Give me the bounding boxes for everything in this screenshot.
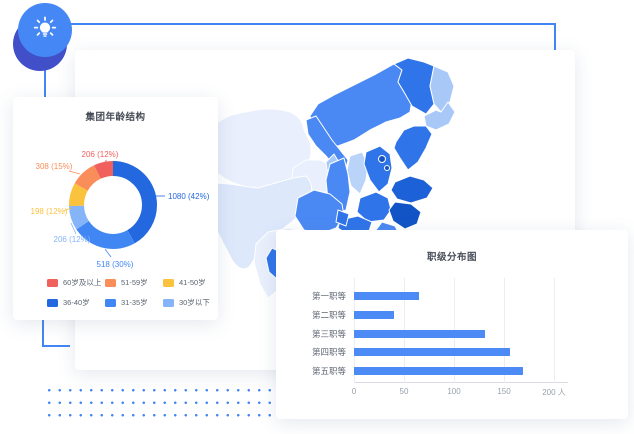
connector-line-circle-down xyxy=(44,50,46,98)
age-structure-card: 集团年龄结构 206 (12%) 308 (15%) 198 (12%) 108… xyxy=(13,97,218,320)
legend-item: 41-50岁 xyxy=(163,277,221,288)
legend-label: 36-40岁 xyxy=(63,298,90,307)
region-heilongjiang-west xyxy=(393,57,435,115)
legend-swatch xyxy=(163,278,174,287)
legend-label: 31-35岁 xyxy=(121,298,148,307)
bar-row: 第一职等 xyxy=(276,291,419,301)
bar-row: 第三职等 xyxy=(276,329,485,339)
age-donut-chart: 206 (12%) 308 (15%) 198 (12%) 1080 (42%)… xyxy=(31,150,210,269)
callout-line xyxy=(68,170,81,175)
legend-item: 36-40岁 xyxy=(47,297,105,308)
age-chart-legend: 60岁及以上 51-59岁 41-50岁 36-40岁 31-35岁 30岁以下 xyxy=(47,277,210,308)
connector-line-right-down xyxy=(554,23,556,52)
x-tick-label: 100 xyxy=(447,387,461,396)
callout-31-35: 518 (30%) xyxy=(97,260,134,269)
bar-category-label: 第三职等 xyxy=(311,329,346,339)
legend-label: 60岁及以上 xyxy=(63,278,102,287)
region-henan xyxy=(356,191,392,223)
china-map xyxy=(202,57,456,299)
connector-line-horizontal xyxy=(68,23,556,25)
callout-line xyxy=(101,159,107,167)
bar-row: 第四职等 xyxy=(276,347,510,357)
callout-41-50: 198 (12%) xyxy=(31,207,68,216)
callout-line xyxy=(104,248,112,258)
x-axis-line xyxy=(354,382,568,383)
legend-item: 30岁以下 xyxy=(163,297,221,308)
bar xyxy=(354,311,394,319)
callout-51-59: 308 (15%) xyxy=(36,162,73,171)
hero-circle xyxy=(18,3,72,57)
callout-line xyxy=(70,222,77,235)
region-shandong xyxy=(390,175,434,204)
donut-slice-2 xyxy=(69,161,157,249)
bar-category-label: 第一职等 xyxy=(311,291,346,301)
x-tick-label: 50 xyxy=(399,387,409,396)
region-jilin xyxy=(423,101,456,131)
legend-swatch xyxy=(105,298,116,307)
rank-bar-chart: 0 50 100 150 200 人 第一职等第二职等第三职等第四职等第五职等 xyxy=(276,230,628,419)
legend-item: 51-59岁 xyxy=(105,277,163,288)
legend-item: 31-35岁 xyxy=(105,297,163,308)
bar xyxy=(354,367,523,375)
bar xyxy=(354,330,485,338)
callout-36-40: 1080 (42%) xyxy=(168,192,210,201)
legend-swatch xyxy=(47,278,58,287)
legend-label: 30岁以下 xyxy=(179,298,210,307)
decor-frame-corner xyxy=(42,300,70,347)
legend-swatch xyxy=(47,298,58,307)
gridline xyxy=(504,278,505,383)
legend-label: 51-59岁 xyxy=(121,278,148,287)
region-chongqing xyxy=(335,209,350,227)
legend-swatch xyxy=(105,278,116,287)
region-tianjin xyxy=(384,165,390,171)
bar-row: 第二职等 xyxy=(276,310,394,320)
age-chart-title: 集团年龄结构 xyxy=(85,112,146,123)
donut-slice-3 xyxy=(69,161,157,249)
bar xyxy=(354,292,419,300)
x-tick-label: 0 xyxy=(351,387,357,396)
callout-60plus: 206 (12%) xyxy=(82,150,119,159)
bar-category-label: 第四职等 xyxy=(311,347,346,357)
donut-slice-4 xyxy=(69,161,157,249)
donut-ring xyxy=(69,161,157,249)
legend-swatch xyxy=(163,298,174,307)
region-xinjiang xyxy=(202,108,312,189)
region-beijing xyxy=(378,155,386,163)
bar xyxy=(354,348,510,356)
rank-chart-title: 职级分布图 xyxy=(426,252,477,263)
decor-dot-grid xyxy=(44,384,271,417)
rank-distribution-card: 职级分布图 0 50 100 150 200 人 第一职等第二职等第三职等第四职等第五职等 xyxy=(276,230,628,419)
lightbulb-icon xyxy=(33,16,57,37)
region-gansu xyxy=(305,115,349,169)
legend-item: 60岁及以上 xyxy=(47,277,105,288)
bar-category-label: 第五职等 xyxy=(311,366,346,376)
region-liaoning xyxy=(393,125,433,171)
callout-line xyxy=(62,207,72,212)
legend-label: 41-50岁 xyxy=(179,278,206,287)
region-jiangsu xyxy=(388,201,422,230)
gridline xyxy=(554,278,555,383)
x-tick-label: 150 xyxy=(497,387,511,396)
x-tick-label: 200 人 xyxy=(542,388,566,397)
callout-under30: 206 (12%) xyxy=(54,235,91,244)
bar-category-label: 第二职等 xyxy=(311,310,346,320)
bar-row: 第五职等 xyxy=(276,366,523,376)
